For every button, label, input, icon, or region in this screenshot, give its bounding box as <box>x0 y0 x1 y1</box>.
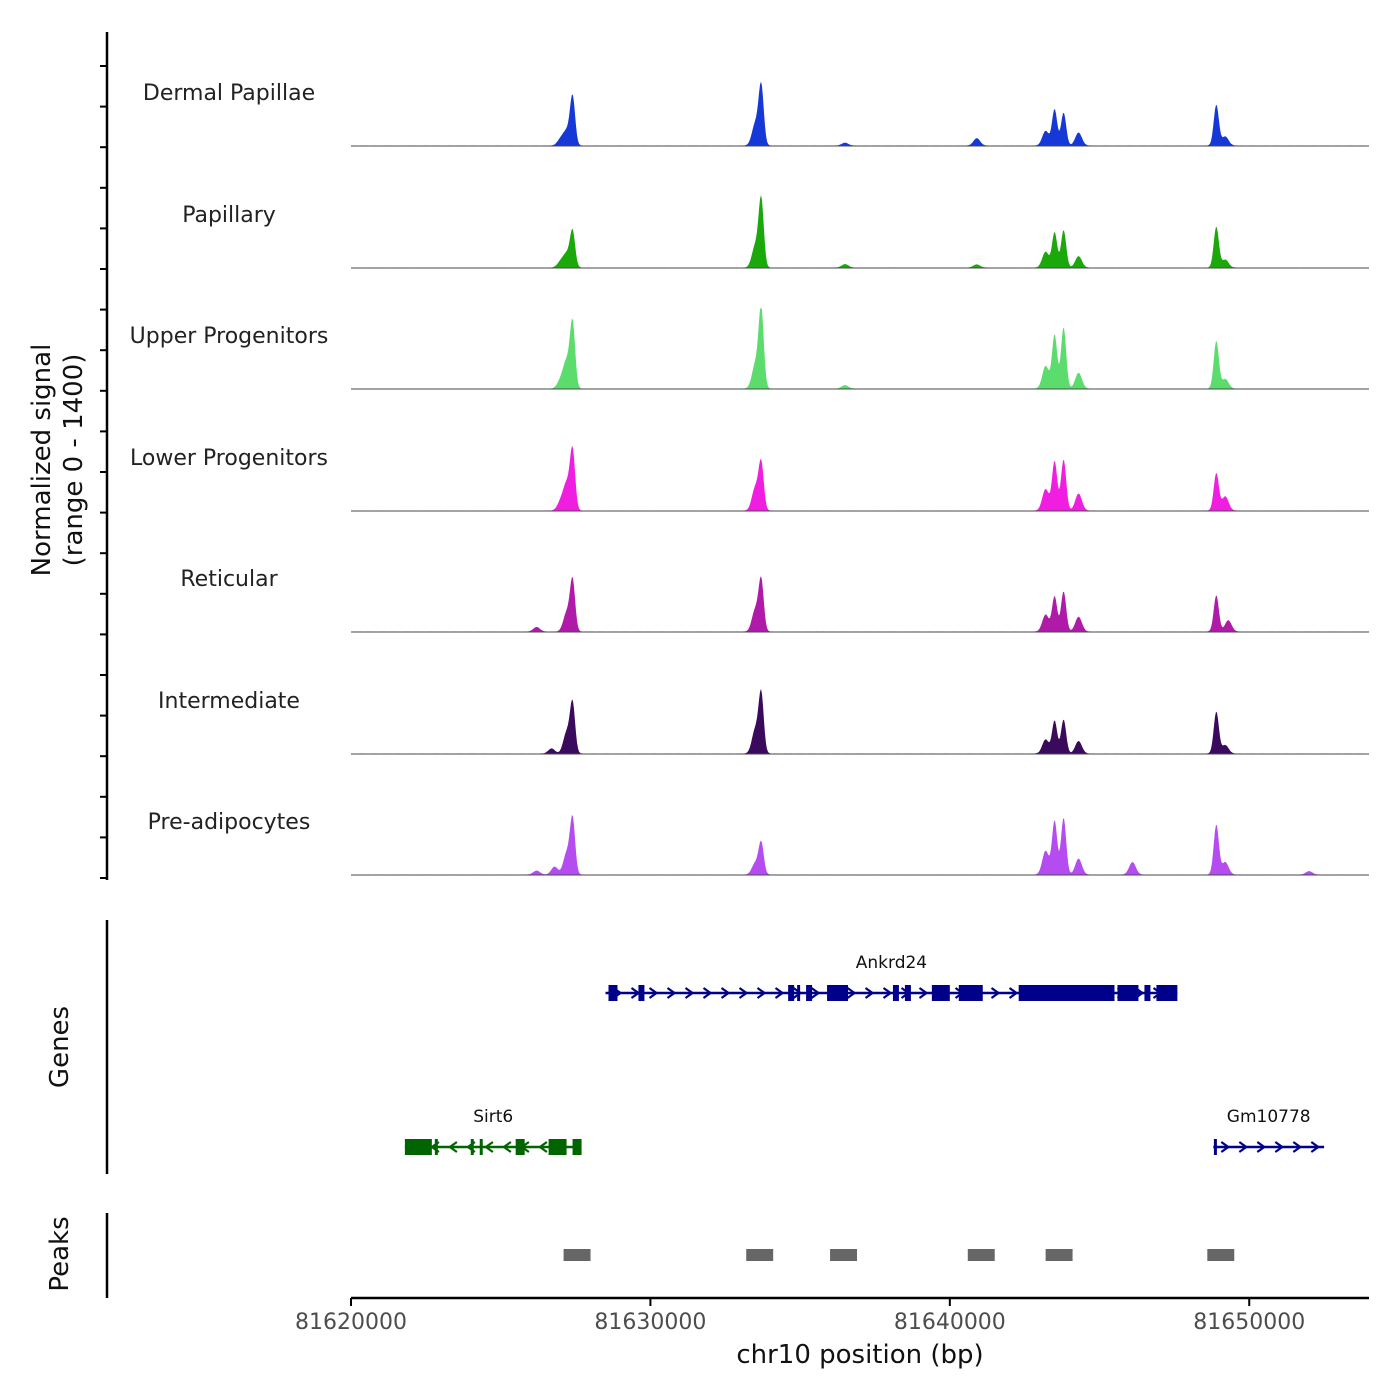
strand-chevron <box>720 987 731 999</box>
peak-region <box>746 1249 774 1261</box>
signal-axis-range: (range 0 - 1400) <box>59 354 89 567</box>
coverage-track: Reticular <box>180 567 1369 633</box>
track-label: Lower Progenitors <box>130 446 328 471</box>
strand-chevron <box>484 1141 494 1153</box>
coverage-area <box>351 814 1369 875</box>
gene-exon <box>1144 985 1151 1001</box>
signal-axis <box>100 32 109 880</box>
coverage-track: Intermediate <box>158 688 1369 755</box>
gene-exon <box>404 1139 432 1155</box>
gene-annotations: Ankrd24 Sirt6 Gm10778 <box>404 953 1325 1155</box>
strand-chevron <box>738 987 749 999</box>
gene-exon <box>958 985 983 1001</box>
gene-exon <box>572 1139 582 1155</box>
coverage-area <box>351 688 1369 754</box>
gene-exon <box>1213 1139 1217 1155</box>
coverage-area <box>351 576 1369 632</box>
gene-label: Sirt6 <box>473 1107 513 1127</box>
strand-chevron <box>774 987 785 999</box>
coverage-track: Upper Progenitors <box>130 307 1369 390</box>
strand-chevron <box>882 987 893 999</box>
gene-exon <box>931 985 950 1001</box>
strand-chevron <box>1008 987 1019 999</box>
strand-chevron <box>1310 1141 1321 1153</box>
gene-exon <box>1117 985 1139 1001</box>
gene-exon <box>1156 985 1178 1001</box>
gene-exon <box>548 1139 567 1155</box>
strand-chevron <box>1256 1141 1267 1153</box>
gene-model: Gm10778 <box>1213 1107 1325 1155</box>
peak-region <box>967 1249 995 1261</box>
strand-chevron <box>666 987 677 999</box>
gene-exon <box>788 985 795 1001</box>
peaks-axis-title: Peaks <box>45 1216 75 1291</box>
signal-axis-title: Normalized signal <box>27 344 57 577</box>
gene-exon <box>904 985 911 1001</box>
signal-axis-ticks <box>100 65 107 879</box>
track-label: Pre-adipocytes <box>148 810 311 835</box>
strand-chevron <box>990 987 1001 999</box>
strand-chevron <box>846 987 857 999</box>
coverage-track: Papillary <box>182 195 1369 269</box>
gene-label: Gm10778 <box>1227 1107 1311 1127</box>
strand-chevron <box>1220 1141 1231 1153</box>
strand-chevron <box>864 987 875 999</box>
coverage-track: Dermal Papillae <box>143 81 1369 147</box>
gene-exon <box>892 985 899 1001</box>
x-tick-label: 81630000 <box>594 1310 706 1335</box>
x-axis-title: chr10 position (bp) <box>736 1340 983 1370</box>
x-tick-label: 81620000 <box>295 1310 407 1335</box>
strand-chevron <box>810 987 821 999</box>
strand-chevron <box>648 987 659 999</box>
strand-chevron <box>1274 1141 1285 1153</box>
gene-exon <box>806 985 813 1001</box>
gene-exon <box>470 1139 474 1155</box>
strand-chevron <box>756 987 767 999</box>
coverage-area <box>351 445 1369 511</box>
gene-exon <box>638 985 645 1001</box>
coverage-track: Pre-adipocytes <box>148 810 1369 876</box>
track-label: Dermal Papillae <box>143 81 315 106</box>
strand-chevron <box>1292 1141 1303 1153</box>
peak-regions <box>563 1249 1235 1261</box>
track-label: Reticular <box>180 567 278 592</box>
strand-chevron <box>918 987 929 999</box>
coverage-tracks: Dermal Papillae Papillary Upper Progenitor… <box>130 81 1369 876</box>
strand-chevron <box>502 1141 512 1153</box>
x-tick-label: 81640000 <box>894 1310 1006 1335</box>
peak-region <box>563 1249 591 1261</box>
coverage-area <box>351 307 1369 389</box>
gene-exon <box>827 985 849 1001</box>
track-label: Intermediate <box>158 689 300 714</box>
coverage-area <box>351 195 1369 268</box>
gene-exon <box>608 985 618 1001</box>
coverage-area <box>351 81 1369 146</box>
strand-chevron <box>538 1141 548 1153</box>
gene-model: Sirt6 <box>404 1107 582 1155</box>
peak-region <box>830 1249 858 1261</box>
track-label: Papillary <box>182 203 276 228</box>
gene-exon <box>797 985 801 1001</box>
strand-chevron <box>702 987 713 999</box>
gene-exon <box>434 1139 438 1155</box>
peak-region <box>1207 1249 1235 1261</box>
strand-chevron <box>1238 1141 1249 1153</box>
gene-label: Ankrd24 <box>856 953 927 973</box>
x-axis: 81620000 81630000 81640000 81650000 <box>295 1296 1369 1335</box>
peak-region <box>1045 1249 1073 1261</box>
gene-exon <box>1018 985 1115 1001</box>
strand-chevron <box>792 987 803 999</box>
coverage-track: Lower Progenitors <box>130 445 1369 512</box>
strand-chevron <box>684 987 695 999</box>
gene-exon <box>515 1139 525 1155</box>
genes-axis-title: Genes <box>45 1006 75 1088</box>
x-tick-label: 81650000 <box>1193 1310 1305 1335</box>
track-label: Upper Progenitors <box>130 324 329 349</box>
gene-exon <box>479 1139 483 1155</box>
strand-chevron <box>448 1141 458 1153</box>
gene-model: Ankrd24 <box>605 953 1178 1001</box>
